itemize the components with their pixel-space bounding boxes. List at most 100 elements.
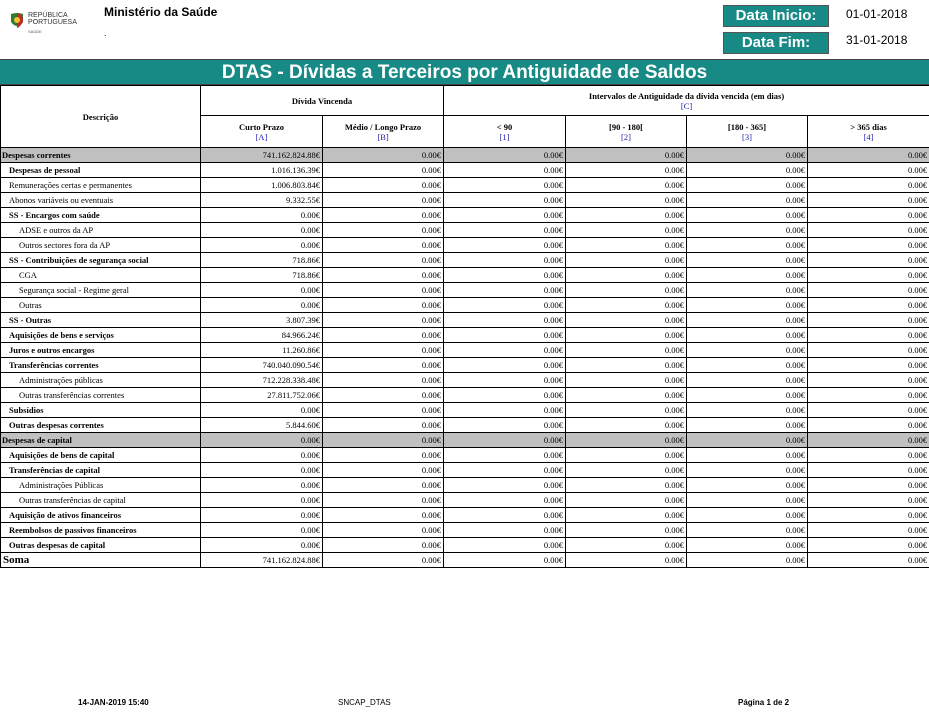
row-value: 0.00€ (200, 402, 323, 418)
row-value: 0.00€ (686, 327, 809, 343)
row-value: 0.00€ (443, 447, 567, 463)
row-value: 0.00€ (565, 432, 688, 448)
footer-timestamp: 14-JAN-2019 15:40 (78, 698, 149, 707)
row-value: 0.00€ (686, 207, 809, 223)
row-value: 0.00€ (200, 222, 323, 238)
col-header-0: Curto Prazo [A] (200, 115, 323, 148)
row-value: 0.00€ (807, 147, 929, 163)
row-value: 0.00€ (443, 162, 567, 178)
row-value: 11.260.86€ (200, 342, 323, 358)
row-label: Juros e outros encargos (0, 342, 201, 358)
row-label: Outros sectores fora da AP (0, 237, 201, 253)
row-value: 0.00€ (807, 252, 929, 268)
row-value: 0.00€ (443, 147, 567, 163)
row-value: 0.00€ (565, 462, 688, 478)
table-row: Abonos variáveis ou eventuais 9.332.55€ 0.… (0, 192, 929, 208)
row-label: Remunerações certas e permanentes (0, 177, 201, 193)
row-value: 0.00€ (443, 372, 567, 388)
total-value: 0.00€ (321, 552, 445, 568)
total-value: 0.00€ (686, 552, 809, 568)
col-header-divida-vincenda: Dívida Vincenda (199, 85, 445, 116)
ministry-name: Ministério da Saúde (104, 5, 218, 19)
table-row: Reembolsos de passivos financeiros 0.00€ 0… (0, 522, 929, 538)
col-header-label: [90 - 180[ (609, 121, 644, 132)
table-row: Segurança social - Regime geral 0.00€ 0.00… (0, 282, 929, 298)
row-value: 0.00€ (321, 162, 445, 178)
row-label: Aquisições de bens de capital (0, 447, 201, 463)
row-value: 0.00€ (443, 342, 567, 358)
row-value: 0.00€ (686, 237, 809, 253)
row-value: 0.00€ (807, 507, 929, 523)
date-end-value: 31-01-2018 (846, 33, 908, 47)
row-value: 0.00€ (443, 192, 567, 208)
row-value: 0.00€ (321, 357, 445, 373)
row-value: 0.00€ (321, 327, 445, 343)
row-value: 0.00€ (807, 237, 929, 253)
row-value: 0.00€ (807, 447, 929, 463)
row-value: 0.00€ (686, 297, 809, 313)
row-value: 1.016.136.39€ (200, 162, 323, 178)
row-value: 0.00€ (565, 417, 688, 433)
row-value: 0.00€ (443, 327, 567, 343)
row-value: 0.00€ (686, 402, 809, 418)
row-value: 0.00€ (565, 447, 688, 463)
table-row: Outros sectores fora da AP 0.00€ 0.00€ 0.00… (0, 237, 929, 253)
row-label: Abonos variáveis ou eventuais (0, 192, 201, 208)
col-header-ref: [A] (255, 131, 268, 142)
row-value: 5.844.60€ (200, 417, 323, 433)
table-row: Outras despesas correntes 5.844.60€ 0.00€ 0… (0, 417, 929, 433)
row-value: 0.00€ (443, 537, 567, 553)
row-label: Transferências correntes (0, 357, 201, 373)
row-value: 0.00€ (321, 192, 445, 208)
table-row: CGA 718.86€ 0.00€ 0.00€ 0.00€ 0.00€ 0.00€ (0, 267, 929, 283)
table-row: Administrações públicas 712.228.338.48€ 0.… (0, 372, 929, 388)
table-row: Transferências de capital 0.00€ 0.00€ 0.00€… (0, 462, 929, 478)
row-value: 0.00€ (807, 477, 929, 493)
row-value: 0.00€ (807, 222, 929, 238)
col-header-label: Médio / Longo Prazo (344, 121, 422, 132)
row-value: 0.00€ (321, 342, 445, 358)
col-header-intervalos: Intervalos de Antiguidade da dívida venc… (443, 85, 929, 116)
row-value: 0.00€ (200, 447, 323, 463)
row-value: 0.00€ (686, 192, 809, 208)
row-label: CGA (0, 267, 201, 283)
col-header-ref: [3] (742, 131, 752, 142)
row-value: 0.00€ (443, 222, 567, 238)
row-value: 0.00€ (807, 522, 929, 538)
row-value: 0.00€ (807, 387, 929, 403)
row-label: Outras despesas de capital (0, 537, 201, 553)
row-value: 0.00€ (565, 267, 688, 283)
row-value: 0.00€ (686, 177, 809, 193)
col-header-ref: [B] (377, 131, 389, 142)
row-value: 0.00€ (686, 417, 809, 433)
row-value: 27.811.752.06€ (200, 387, 323, 403)
row-label: Outras transferências de capital (0, 492, 201, 508)
row-value: 0.00€ (686, 507, 809, 523)
row-value: 0.00€ (686, 477, 809, 493)
row-value: 0.00€ (200, 207, 323, 223)
row-value: 0.00€ (565, 507, 688, 523)
row-label: Administrações Públicas (0, 477, 201, 493)
row-value: 0.00€ (443, 522, 567, 538)
row-value: 0.00€ (321, 297, 445, 313)
row-value: 0.00€ (686, 162, 809, 178)
report-table: Descrição Dívida Vincenda Intervalos de … (0, 85, 929, 568)
row-value: 84.966.24€ (200, 327, 323, 343)
table-row: SS - Encargos com saúde 0.00€ 0.00€ 0.00€ 0.… (0, 207, 929, 223)
row-value: 0.00€ (321, 177, 445, 193)
col-header-ref: [1] (499, 131, 510, 142)
date-start-label: Data Inicio: (723, 5, 829, 27)
row-value: 741.162.824.88€ (200, 147, 323, 163)
table-row: Juros e outros encargos 11.260.86€ 0.00€ 0.… (0, 342, 929, 358)
row-value: 0.00€ (686, 282, 809, 298)
row-value: 0.00€ (321, 432, 445, 448)
row-value: 0.00€ (443, 357, 567, 373)
col-header-label: < 90 (496, 121, 513, 132)
row-label: Subsídios (0, 402, 201, 418)
row-value: 0.00€ (321, 522, 445, 538)
row-value: 0.00€ (200, 237, 323, 253)
row-value: 0.00€ (321, 402, 445, 418)
total-value: 0.00€ (807, 552, 929, 568)
row-value: 0.00€ (807, 207, 929, 223)
date-start-value: 01-01-2018 (846, 7, 908, 21)
